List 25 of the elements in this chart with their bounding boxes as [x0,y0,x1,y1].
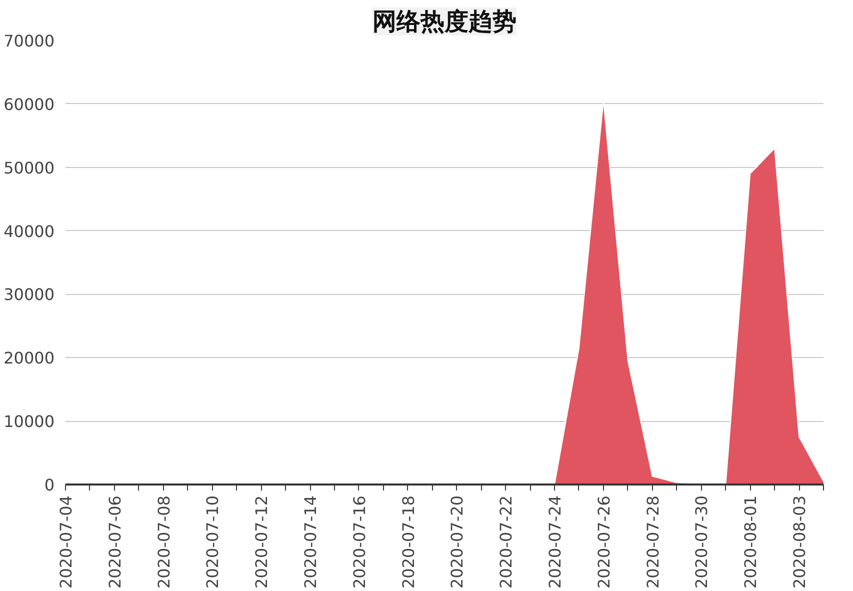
x-tick-label: 2020-07-14 [301,496,320,588]
x-tick-label: 2020-07-08 [154,496,174,588]
x-tick-label: 2020-07-06 [105,496,124,588]
x-tick-label: 2020-08-03 [790,496,810,588]
y-tick-label: 20000 [4,348,55,368]
x-tick-label: 2020-07-28 [643,496,662,588]
y-tick-label: 40000 [4,222,55,241]
y-tick-label: 10000 [4,412,55,432]
y-tick-label: 70000 [4,32,55,50]
x-tick-label: 2020-07-04 [56,496,76,588]
x-tick-label: 2020-07-16 [350,496,369,588]
y-tick-label: 50000 [4,158,55,178]
x-tick-label: 2020-07-26 [594,496,614,588]
x-tick-label: 2020-07-10 [203,496,222,588]
x-tick-label: 2020-07-18 [398,496,418,588]
x-tick-label: 2020-07-12 [252,496,272,588]
y-tick-label: 30000 [4,285,55,304]
chart-title: 网络热度趋势 [372,8,516,36]
x-tick-label: 2020-08-01 [741,496,760,588]
x-tick-label: 2020-07-30 [692,496,712,588]
y-tick-label: 60000 [4,94,55,114]
x-tick-label: 2020-07-22 [496,496,516,588]
x-tick-label: 2020-07-20 [448,496,467,588]
y-tick-label: 0 [44,476,55,494]
x-tick-label: 2020-07-24 [546,496,565,588]
